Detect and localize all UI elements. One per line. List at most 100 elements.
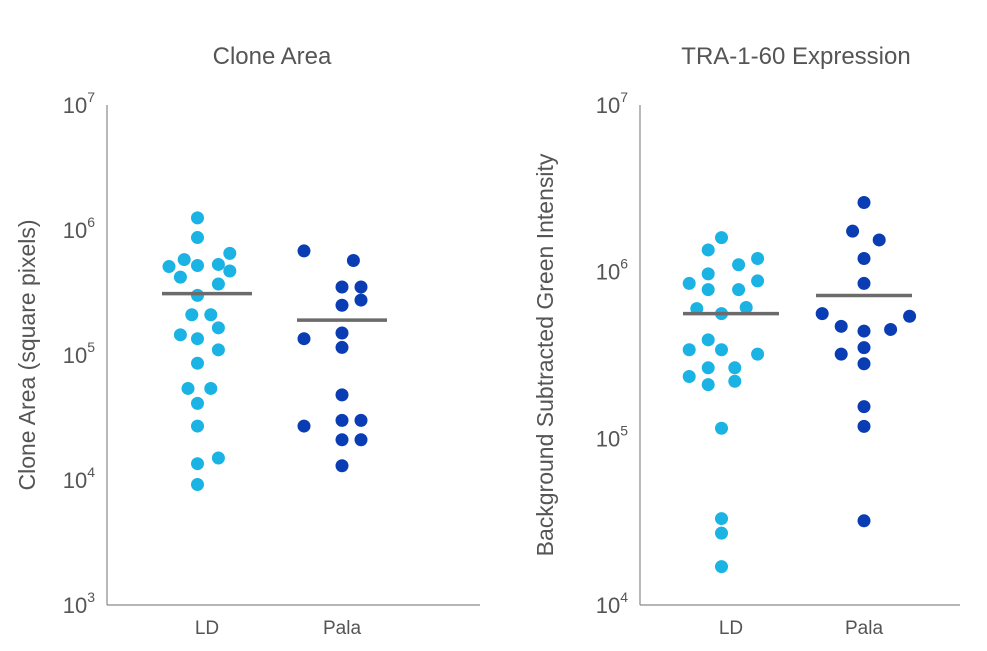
x-category-label: LD <box>719 618 743 639</box>
data-point-pala <box>857 419 871 433</box>
y-tick-label: 104 <box>596 589 628 618</box>
y-tick-exponent: 7 <box>87 89 95 105</box>
data-point-ld <box>181 381 195 395</box>
x-category-label: Pala <box>845 618 883 639</box>
data-point-ld <box>191 231 204 245</box>
data-point-pala <box>846 224 860 238</box>
data-point-pala <box>884 322 898 336</box>
data-point-pala <box>857 514 871 528</box>
data-point-pala <box>834 347 848 361</box>
y-tick-label: 106 <box>63 214 95 243</box>
y-tick-exponent: 4 <box>87 464 95 480</box>
data-point-ld <box>223 246 237 260</box>
data-point-pala <box>354 293 368 307</box>
data-point-ld <box>204 308 218 322</box>
data-point-pala <box>346 254 360 268</box>
data-point-ld <box>211 321 225 335</box>
data-point-ld <box>701 243 715 257</box>
y-tick-base: 10 <box>63 343 87 368</box>
y-tick-exponent: 3 <box>87 589 95 605</box>
data-point-ld <box>191 211 204 225</box>
data-point-pala <box>354 280 368 294</box>
y-tick-exponent: 6 <box>620 256 628 272</box>
data-point-ld <box>173 328 187 342</box>
y-tick-base: 10 <box>596 93 620 118</box>
data-point-ld <box>204 381 218 395</box>
data-point-ld <box>191 419 204 433</box>
data-point-ld <box>211 257 225 271</box>
data-point-pala <box>857 251 871 265</box>
data-point-pala <box>335 388 349 402</box>
data-point-ld <box>211 343 225 357</box>
data-point-ld <box>715 512 728 526</box>
data-point-ld <box>715 526 728 540</box>
data-point-pala <box>857 400 871 414</box>
y-tick-exponent: 7 <box>620 89 628 105</box>
y-tick-base: 10 <box>596 260 620 285</box>
data-point-ld <box>701 361 715 375</box>
chart-panel-2: TRA-1-60 Expression Background Subtracted… <box>532 43 960 639</box>
data-point-pala <box>335 340 349 354</box>
data-point-ld <box>751 251 765 265</box>
data-point-ld <box>191 457 204 471</box>
data-point-pala <box>857 324 871 338</box>
data-point-ld <box>211 277 225 291</box>
y-tick-base: 10 <box>63 593 87 618</box>
data-point-ld <box>715 421 728 435</box>
y-tick-base: 10 <box>596 426 620 451</box>
data-point-ld <box>732 283 746 297</box>
data-point-pala <box>335 413 349 427</box>
data-point-ld <box>701 333 715 347</box>
data-point-pala <box>335 326 349 340</box>
data-point-ld <box>728 374 742 388</box>
data-point-ld <box>739 300 753 314</box>
data-point-pala <box>857 341 871 355</box>
y-tick-label: 105 <box>63 339 95 368</box>
data-point-pala <box>297 419 311 433</box>
data-point-ld <box>191 356 204 370</box>
data-point-pala <box>872 233 886 247</box>
y-tick-label: 104 <box>63 464 95 493</box>
data-point-pala <box>354 433 368 447</box>
data-point-ld <box>728 361 742 375</box>
y-tick-base: 10 <box>596 593 620 618</box>
data-point-pala <box>335 280 349 294</box>
data-point-ld <box>701 378 715 392</box>
y-tick-label: 105 <box>596 422 628 451</box>
y-tick-label: 107 <box>63 89 95 118</box>
data-point-pala <box>857 357 871 371</box>
data-point-ld <box>682 369 696 383</box>
data-point-ld <box>715 231 728 245</box>
data-point-ld <box>191 288 204 302</box>
data-point-pala <box>857 276 871 290</box>
y-tick-exponent: 5 <box>620 422 628 438</box>
y-tick-exponent: 4 <box>620 589 628 605</box>
data-point-ld <box>191 258 204 272</box>
y-tick-label: 106 <box>596 256 628 285</box>
data-point-pala <box>903 309 917 323</box>
data-point-ld <box>185 308 199 322</box>
data-point-ld <box>173 270 187 284</box>
chart-title: TRA-1-60 Expression <box>681 43 910 70</box>
data-point-pala <box>335 433 349 447</box>
data-point-pala <box>297 244 311 258</box>
data-point-pala <box>335 459 349 473</box>
y-tick-base: 10 <box>63 93 87 118</box>
data-point-ld <box>191 396 204 410</box>
data-point-ld <box>751 274 765 288</box>
data-point-ld <box>715 560 728 574</box>
x-category-label: Pala <box>323 618 361 639</box>
data-point-ld <box>701 267 715 281</box>
data-point-ld <box>715 343 728 357</box>
data-point-ld <box>732 258 746 272</box>
data-point-ld <box>682 343 696 357</box>
data-point-ld <box>701 283 715 297</box>
data-point-ld <box>191 478 204 492</box>
data-point-pala <box>354 413 368 427</box>
data-point-ld <box>751 347 765 361</box>
data-point-ld <box>211 451 225 465</box>
y-tick-label: 107 <box>596 89 628 118</box>
